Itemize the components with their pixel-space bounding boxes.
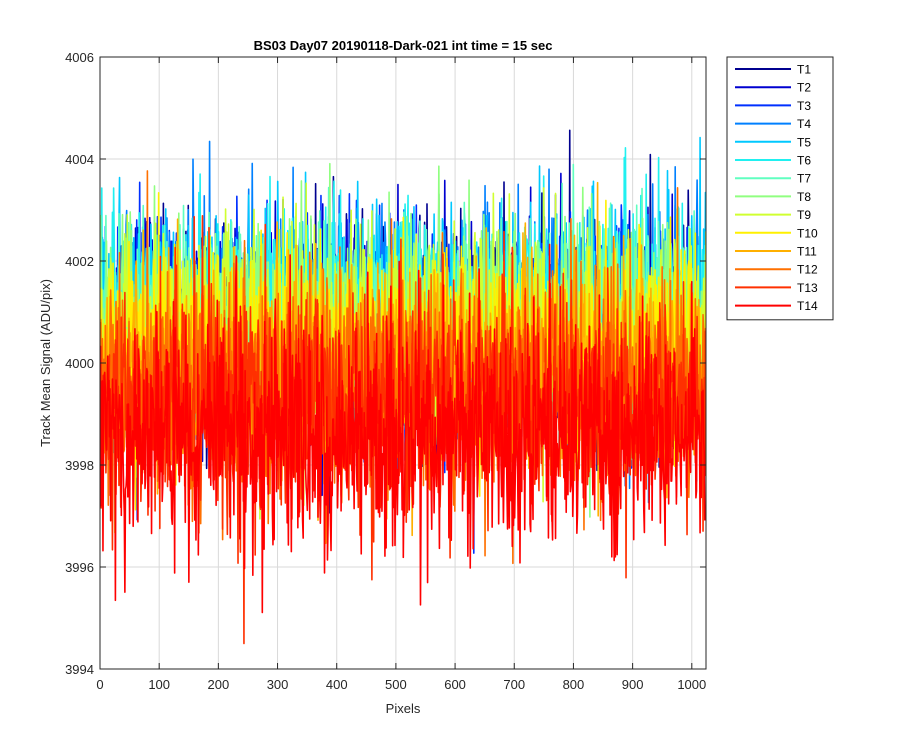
y-tick-label: 4000 (65, 356, 94, 371)
x-tick-label: 300 (267, 677, 289, 692)
y-tick-label: 3994 (65, 662, 94, 677)
legend-entry: T14 (797, 299, 818, 313)
legend-entry: T3 (797, 99, 811, 113)
legend-entry: T12 (797, 263, 818, 277)
legend-entry: T1 (797, 63, 811, 77)
legend-entry: T10 (797, 226, 818, 240)
y-tick-label: 4002 (65, 254, 94, 269)
legend-entry: T13 (797, 281, 818, 295)
x-tick-label: 200 (208, 677, 230, 692)
legend: T1 T2 T3 T4 T5 T6 T7 T8 T9 T10 T11 T12 T13 T14 (726, 56, 834, 321)
chart-title: BS03 Day07 20190118-Dark-021 int time = … (254, 38, 553, 53)
legend-entry: T2 (797, 81, 811, 95)
axis-ticks: 0 100 200 300 400 500 600 700 800 900 1000 3994 3996… (65, 50, 706, 692)
x-tick-label: 0 (96, 677, 103, 692)
legend-entry: T4 (797, 117, 811, 131)
y-tick-label: 4006 (65, 50, 94, 65)
legend-entry: T5 (797, 135, 811, 149)
y-axis-label: Track Mean Signal (ADU/pix) (38, 279, 53, 447)
legend-entry: T6 (797, 154, 811, 168)
x-tick-label: 500 (385, 677, 407, 692)
x-axis-label: Pixels (386, 701, 421, 716)
x-tick-label: 100 (148, 677, 170, 692)
legend-entry: T11 (797, 245, 817, 259)
series-group (100, 129, 706, 645)
x-tick-label: 700 (503, 677, 525, 692)
legend-box (726, 56, 834, 321)
x-tick-label: 900 (622, 677, 644, 692)
series-line-t14 (100, 243, 706, 614)
legend-entry: T8 (797, 190, 811, 204)
legend-entry: T9 (797, 208, 811, 222)
y-tick-label: 4004 (65, 152, 94, 167)
y-tick-label: 3998 (65, 458, 94, 473)
legend-entry: T7 (797, 172, 811, 186)
x-tick-label: 400 (326, 677, 348, 692)
x-tick-label: 1000 (677, 677, 706, 692)
y-tick-label: 3996 (65, 560, 94, 575)
x-tick-label: 600 (444, 677, 466, 692)
x-tick-label: 800 (563, 677, 585, 692)
